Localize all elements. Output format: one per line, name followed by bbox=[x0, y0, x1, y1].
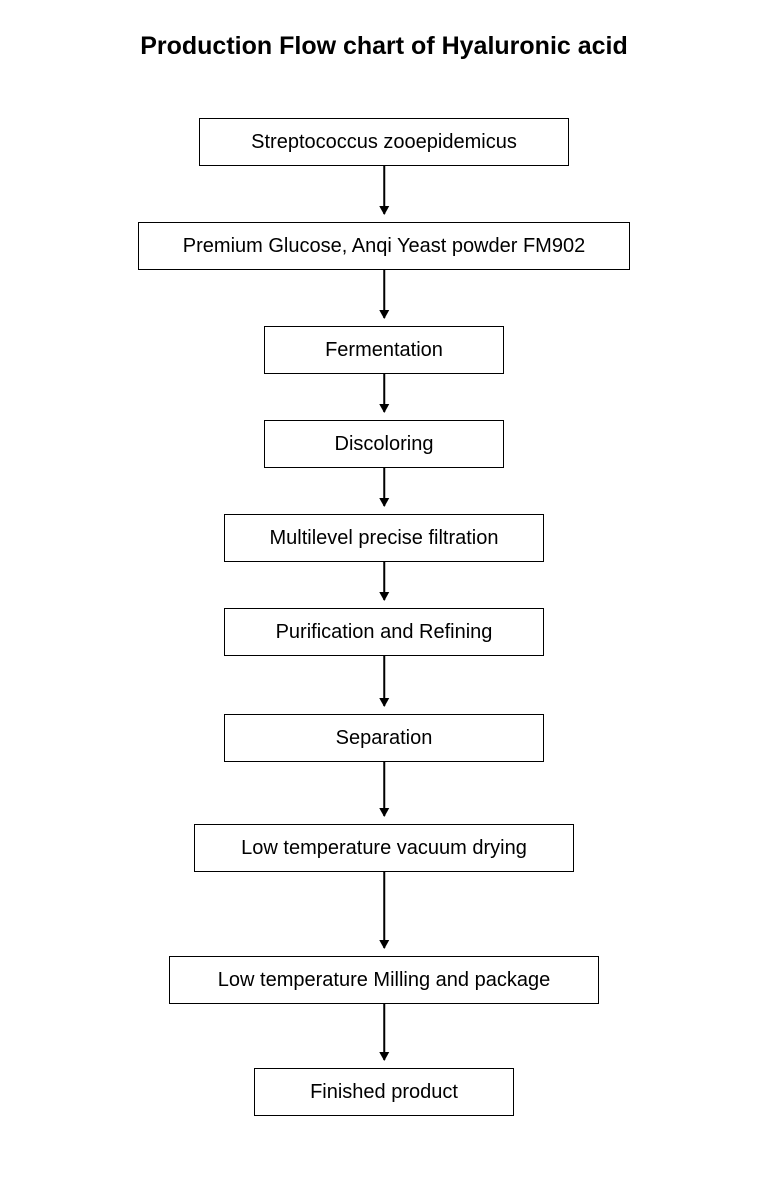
flow-node-label: Purification and Refining bbox=[276, 621, 493, 644]
flow-node-label: Separation bbox=[336, 727, 433, 750]
flow-node-n6: Purification and Refining bbox=[224, 608, 544, 656]
flow-arrow bbox=[383, 762, 385, 816]
flow-arrow bbox=[383, 872, 385, 948]
flow-node-n8: Low temperature vacuum drying bbox=[194, 824, 574, 872]
flow-arrow bbox=[383, 656, 385, 706]
flow-node-label: Low temperature vacuum drying bbox=[241, 837, 527, 860]
flow-arrow bbox=[383, 1004, 385, 1060]
flow-node-label: Multilevel precise filtration bbox=[270, 527, 499, 550]
flow-node-n3: Fermentation bbox=[264, 326, 504, 374]
flow-node-label: Streptococcus zooepidemicus bbox=[251, 131, 517, 154]
flow-node-n5: Multilevel precise filtration bbox=[224, 514, 544, 562]
flow-arrow bbox=[383, 468, 385, 506]
flow-node-n10: Finished product bbox=[254, 1068, 514, 1116]
flow-node-n2: Premium Glucose, Anqi Yeast powder FM902 bbox=[138, 222, 630, 270]
flow-arrow bbox=[383, 270, 385, 318]
flow-node-label: Finished product bbox=[310, 1081, 458, 1104]
flow-arrow bbox=[383, 562, 385, 600]
flow-node-n7: Separation bbox=[224, 714, 544, 762]
flow-arrow bbox=[383, 374, 385, 412]
flow-node-label: Discoloring bbox=[335, 433, 434, 456]
flow-arrow bbox=[383, 166, 385, 214]
flow-node-label: Premium Glucose, Anqi Yeast powder FM902 bbox=[183, 235, 585, 258]
flow-node-n1: Streptococcus zooepidemicus bbox=[199, 118, 569, 166]
flow-node-label: Fermentation bbox=[325, 339, 443, 362]
flow-node-n4: Discoloring bbox=[264, 420, 504, 468]
flow-node-label: Low temperature Milling and package bbox=[218, 969, 550, 992]
flow-node-n9: Low temperature Milling and package bbox=[169, 956, 599, 1004]
page-title: Production Flow chart of Hyaluronic acid bbox=[0, 32, 768, 61]
